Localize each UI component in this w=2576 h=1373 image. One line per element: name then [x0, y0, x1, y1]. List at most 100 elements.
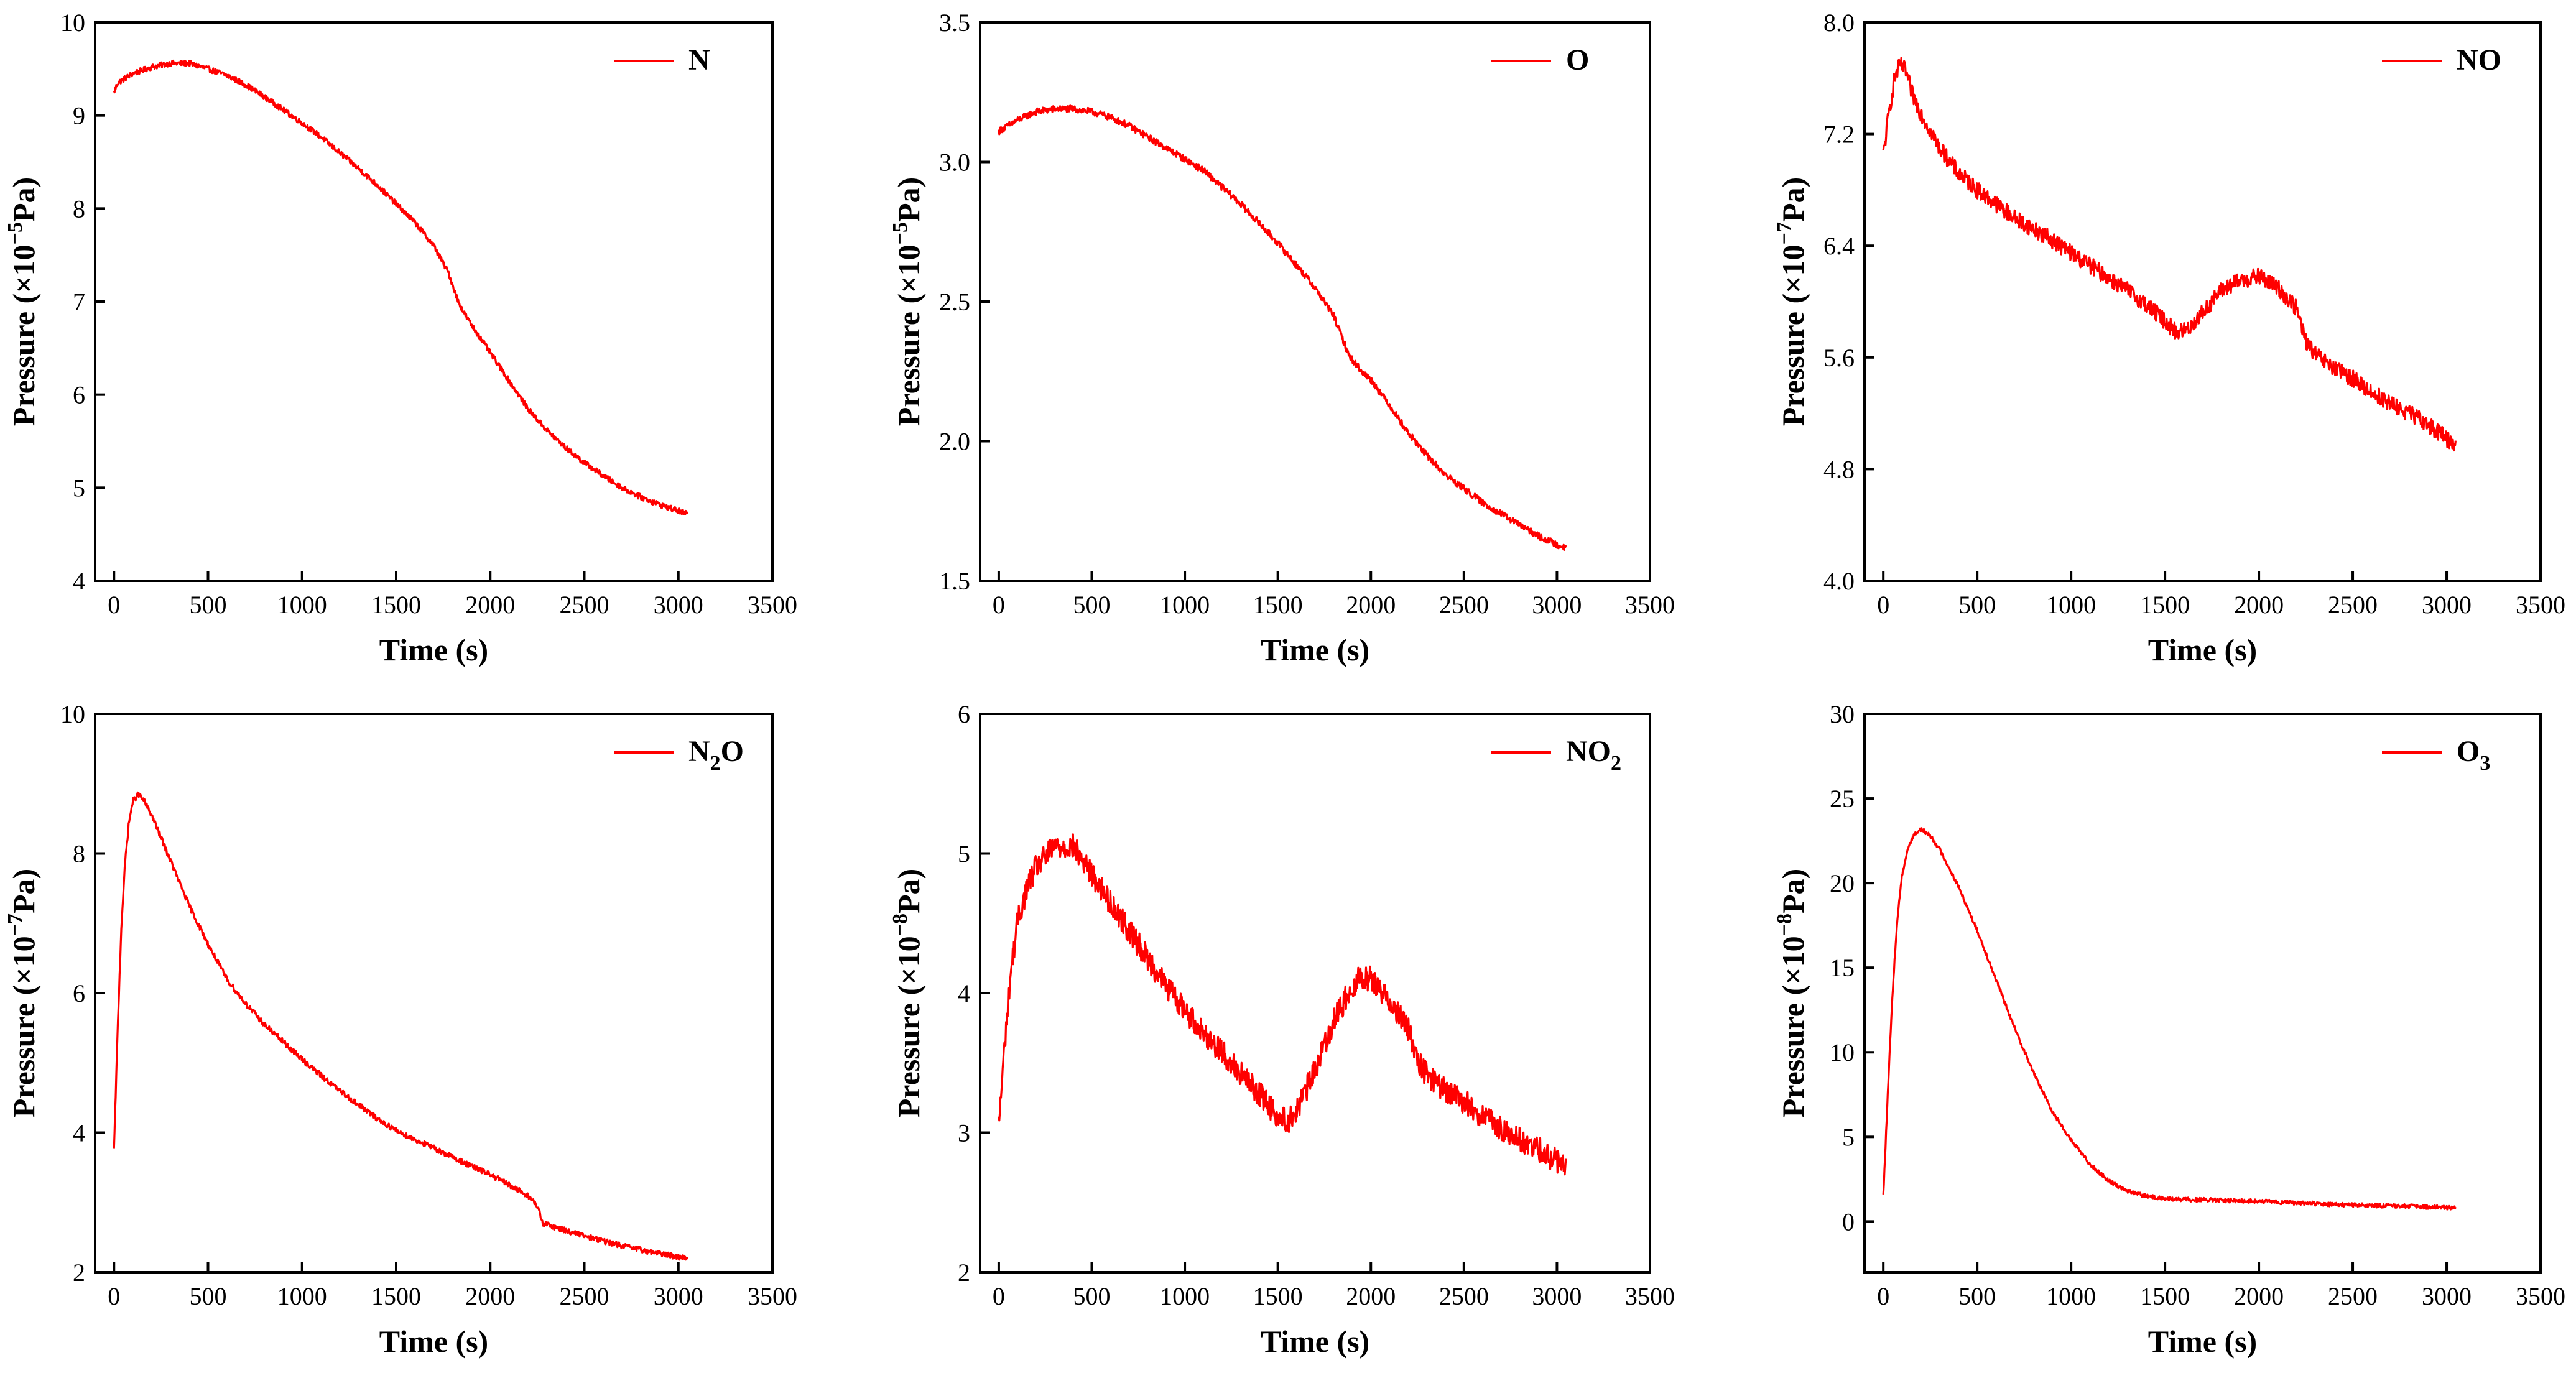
y-tick-label: 2 — [958, 1259, 970, 1287]
x-axis-title: Time (s) — [1261, 632, 1369, 667]
y-axis-title: Pressure (×10−8Pa) — [889, 869, 926, 1117]
legend-label-main: NO — [1566, 735, 1611, 768]
x-tick-label: 3500 — [1625, 1282, 1675, 1310]
y-tick-label: 8 — [73, 840, 85, 868]
y-axis-title-exponent: −5 — [4, 222, 27, 244]
plot-frame — [979, 713, 1651, 1274]
x-tick-label: 3500 — [748, 1282, 797, 1310]
y-axis-title-suffix: Pa) — [891, 869, 926, 913]
x-tick-label: 2000 — [465, 591, 515, 619]
x-tick-label: 0 — [993, 1282, 1005, 1310]
y-tick-label: 30 — [1830, 700, 1855, 728]
y-axis-title-exponent: −8 — [1773, 913, 1796, 936]
panel-o3: 0 500 1000 1500 2000 2500 3000 3500 0 5 10 15 20 25 30… — [1773, 700, 2565, 1359]
x-tick-label: 2000 — [2234, 591, 2284, 619]
legend-label-main: O — [2457, 735, 2480, 768]
legend-label-main: N — [688, 44, 710, 76]
x-tick-label: 2500 — [1439, 591, 1489, 619]
y-tick-label: 4 — [958, 979, 970, 1007]
y-axis-title-prefix: Pressure (×10 — [891, 244, 926, 426]
x-tick-label: 500 — [190, 591, 227, 619]
x-axis-title: Time (s) — [2148, 632, 2257, 667]
x-tick-label: 1500 — [2140, 1282, 2190, 1310]
y-tick-label: 4.8 — [1823, 455, 1855, 483]
x-tick-label: 500 — [1073, 591, 1111, 619]
x-tick-label: 1000 — [2046, 591, 2096, 619]
x-tick-label: 3500 — [2516, 591, 2565, 619]
legend-label-tail: O — [721, 735, 744, 768]
x-tick-label: 1500 — [371, 591, 421, 619]
legend-label: NO — [2457, 44, 2501, 76]
y-tick-label: 4.0 — [1823, 567, 1855, 595]
x-tick-label: 2000 — [465, 1282, 515, 1310]
y-axis-title-exponent: −7 — [4, 913, 27, 936]
plot-frame — [1863, 21, 2542, 582]
x-tick-label: 2500 — [560, 1282, 609, 1310]
y-tick-label: 10 — [1830, 1038, 1855, 1066]
x-tick-label: 3000 — [654, 1282, 703, 1310]
x-tick-label: 3000 — [1532, 1282, 1582, 1310]
series-line-n2o — [113, 791, 688, 1261]
y-axis-title-prefix: Pressure (×10 — [891, 936, 926, 1117]
x-tick-label: 3500 — [1625, 591, 1675, 619]
y-axis-title: Pressure (×10−7Pa) — [4, 869, 41, 1117]
y-tick-label: 5 — [73, 474, 85, 502]
y-tick-label: 2 — [73, 1259, 85, 1287]
y-axis-title-prefix: Pressure (×10 — [1776, 244, 1810, 426]
panel-n2o: 0 500 1000 1500 2000 2500 3000 3500 2 4 6 8 10 Time (… — [4, 700, 797, 1359]
x-tick-label: 2500 — [560, 591, 609, 619]
y-axis-title-suffix: Pa) — [1776, 869, 1810, 913]
y-tick-label: 6 — [73, 381, 85, 409]
x-axis-title: Time (s) — [2148, 1324, 2257, 1359]
y-tick-label: 4 — [73, 567, 85, 595]
x-tick-label: 0 — [1877, 591, 1889, 619]
x-tick-label: 1000 — [277, 1282, 327, 1310]
plot-frame — [1863, 713, 2542, 1274]
y-tick-label: 6 — [73, 979, 85, 1007]
legend-label: N — [688, 44, 710, 76]
y-tick-label: 7.2 — [1823, 121, 1855, 149]
y-tick-label: 7 — [73, 288, 85, 316]
y-tick-label: 0 — [1842, 1208, 1855, 1236]
legend-label-subscript: 3 — [2480, 752, 2490, 775]
x-tick-label: 3500 — [748, 591, 797, 619]
x-tick-label: 1500 — [371, 1282, 421, 1310]
legend-label-subscript: 2 — [1611, 752, 1621, 775]
x-tick-label: 500 — [1073, 1282, 1111, 1310]
series-line-n — [113, 59, 688, 515]
y-tick-label: 6 — [958, 700, 970, 728]
x-tick-label: 2500 — [2328, 1282, 2378, 1310]
y-tick-label: 5.6 — [1823, 344, 1855, 372]
y-axis-title: Pressure (×10−5Pa) — [4, 177, 41, 426]
x-tick-label: 3000 — [2422, 1282, 2472, 1310]
legend-label: O3 — [2457, 735, 2490, 775]
y-axis-title-exponent: −5 — [889, 222, 912, 244]
y-axis-title-prefix: Pressure (×10 — [1776, 936, 1810, 1117]
x-tick-label: 0 — [108, 591, 120, 619]
y-tick-label: 20 — [1830, 869, 1855, 897]
plot-frame — [94, 713, 774, 1274]
x-tick-label: 1000 — [2046, 1282, 2096, 1310]
y-axis-title-prefix: Pressure (×10 — [6, 936, 41, 1117]
x-tick-label: 2000 — [1346, 1282, 1396, 1310]
y-tick-label: 2.0 — [939, 428, 970, 456]
y-tick-label: 3 — [958, 1119, 970, 1147]
panel-no: 0 500 1000 1500 2000 2500 3000 3500 4.0 4.8 5.6 6.4… — [1773, 9, 2565, 667]
legend-label-main: O — [1566, 44, 1589, 76]
y-tick-label: 10 — [60, 700, 85, 728]
y-tick-label: 25 — [1830, 785, 1855, 813]
x-tick-label: 0 — [993, 591, 1005, 619]
x-tick-label: 1500 — [1253, 1282, 1303, 1310]
y-tick-label: 5 — [958, 840, 970, 868]
x-tick-label: 3000 — [654, 591, 703, 619]
legend-label: N2O — [688, 735, 744, 775]
x-tick-label: 3000 — [1532, 591, 1582, 619]
y-axis-title-suffix: Pa) — [1776, 177, 1810, 222]
x-tick-label: 500 — [1958, 591, 1996, 619]
y-axis-title-suffix: Pa) — [891, 177, 926, 222]
series-line-no — [1882, 57, 2457, 452]
x-tick-label: 0 — [108, 1282, 120, 1310]
y-axis-title-exponent: −8 — [889, 913, 912, 936]
x-tick-label: 1000 — [1160, 1282, 1210, 1310]
